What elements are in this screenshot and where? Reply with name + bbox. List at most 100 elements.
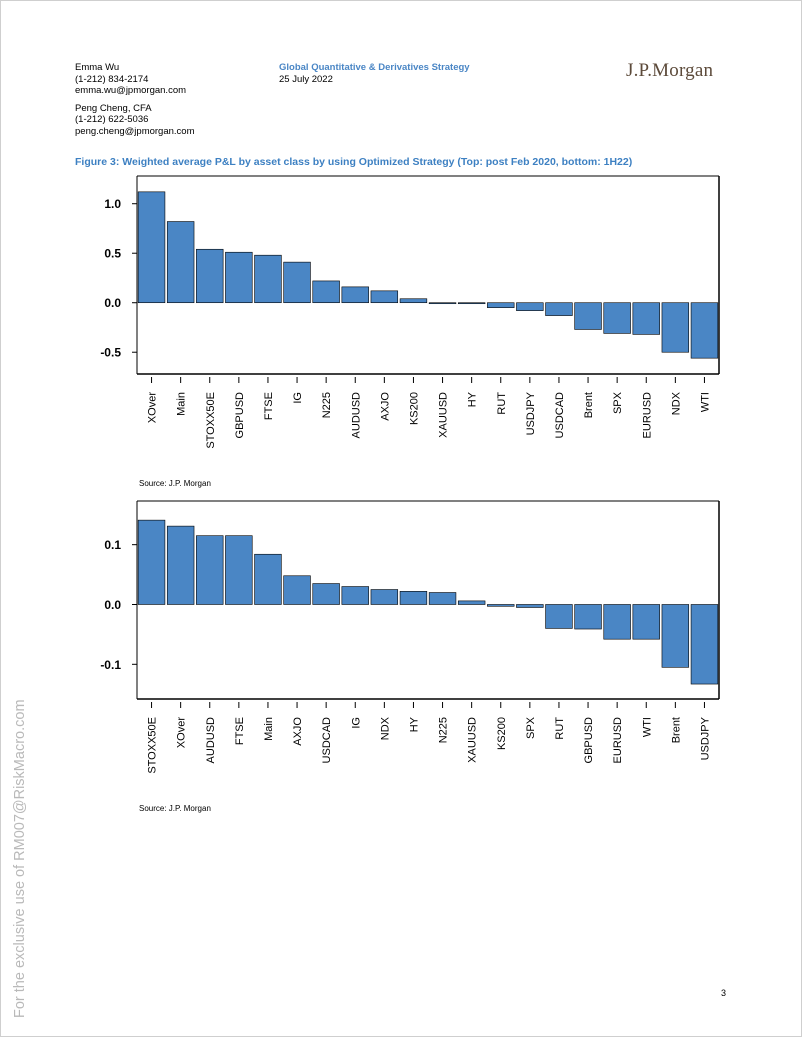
jpmorgan-logo: J.P.Morgan	[626, 60, 714, 81]
x-tick-label-rut: RUT	[496, 392, 508, 415]
bar-ftse	[225, 535, 253, 605]
chart-top: -0.5 0.0 0.5 1.0 XOver Main STOXX50E GBPUSD FTSE…	[100, 175, 720, 449]
y-tick-label: 0.1	[104, 538, 121, 552]
bar-ftse	[254, 254, 282, 304]
chart-bottom: -0.1 0.0 0.1 STOXX50E XOver AUDUSD FTSE Main AXJ…	[100, 500, 720, 774]
x-tick-label-stoxx50e: STOXX50E	[205, 392, 217, 449]
author-2-email[interactable]: peng.cheng@jpmorgan.com	[75, 125, 195, 137]
department: Global Quantitative & Derivatives Strate…	[279, 62, 470, 73]
author-1-name: Emma Wu	[75, 62, 120, 73]
x-tick-label-axjo: AXJO	[379, 392, 391, 421]
figure-title: Figure 3: Weighted average P&L by asset …	[75, 156, 633, 168]
x-tick-label-gbpusd: GBPUSD	[583, 717, 595, 764]
bar-audusd	[341, 286, 369, 304]
x-tick-label-n225: N225	[438, 717, 450, 743]
y-tick-label: -0.5	[100, 346, 121, 360]
bar-axjo	[370, 290, 399, 304]
x-tick-label-hy: HY	[408, 716, 420, 732]
bar-gbpusd	[574, 604, 602, 630]
bar-rut	[487, 302, 515, 308]
author-1: Emma Wu (1-212) 834-2174 emma.wu@jpmorga…	[75, 62, 195, 97]
bar-ks200	[399, 298, 428, 304]
x-tick-label-stoxx50e: STOXX50E	[147, 717, 159, 774]
bar-hy	[399, 591, 428, 605]
bar-ks200	[487, 604, 515, 607]
x-tick-label-usdjpy: USDJPY	[699, 716, 711, 760]
x-tick-label-ftse: FTSE	[263, 392, 275, 420]
bar-wti	[632, 604, 660, 640]
page-number: 3	[721, 988, 727, 998]
x-tick-label-spx: SPX	[525, 716, 537, 739]
x-tick-label-axjo: AXJO	[292, 717, 304, 746]
bar-usdcad	[312, 583, 340, 605]
author-block: Emma Wu (1-212) 834-2174 emma.wu@jpmorga…	[75, 62, 195, 143]
bar-ndx	[661, 302, 690, 353]
bar-brent	[661, 604, 690, 668]
x-tick-label-hy: HY	[467, 391, 479, 407]
x-tick-label-ndx: NDX	[379, 716, 391, 740]
bar-gbpusd	[225, 251, 253, 304]
y-tick-label: 0.0	[104, 296, 121, 310]
x-tick-label-audusd: AUDUSD	[350, 392, 362, 439]
bar-n225	[312, 280, 340, 304]
y-tick-label: -0.1	[100, 658, 121, 672]
bar-stoxx50e	[137, 519, 166, 605]
bar-eurusd	[603, 604, 631, 640]
y-tick-label: 0.5	[104, 247, 121, 261]
x-tick-label-rut: RUT	[554, 717, 566, 740]
x-tick-label-brent: Brent	[670, 717, 682, 743]
bar-ig	[341, 586, 369, 605]
author-1-email[interactable]: emma.wu@jpmorgan.com	[75, 85, 187, 96]
y-tick-label: 0.0	[104, 598, 121, 612]
bar-ig	[283, 261, 311, 304]
bar-wti	[690, 302, 719, 359]
x-tick-label-eurusd: EURUSD	[612, 717, 624, 764]
x-tick-label-audusd: AUDUSD	[205, 717, 217, 764]
bar-n225	[428, 592, 457, 605]
x-tick-label-n225: N225	[321, 392, 333, 418]
x-tick-label-usdcad: USDCAD	[554, 392, 566, 439]
x-tick-label-ig: IG	[350, 717, 362, 729]
bar-usdcad	[545, 302, 573, 316]
x-tick-label-usdcad: USDCAD	[321, 717, 333, 764]
bar-stoxx50e	[196, 248, 224, 304]
x-tick-label-xover: XOver	[147, 392, 159, 424]
author-1-phone: (1-212) 834-2174	[75, 73, 149, 85]
bar-spx	[603, 302, 631, 334]
bar-xover	[166, 525, 195, 605]
y-tick-label: 1.0	[104, 197, 121, 211]
bar-eurusd	[632, 302, 660, 335]
x-tick-label-main: Main	[263, 717, 275, 741]
x-tick-label-wti: WTI	[641, 717, 653, 737]
author-2-phone: (1-212) 622-5036	[75, 114, 149, 125]
bar-axjo	[283, 575, 311, 605]
x-tick-label-ks200: KS200	[496, 717, 508, 750]
bar-usdjpy	[516, 302, 544, 311]
bar-ndx	[370, 589, 399, 605]
bar-audusd	[196, 535, 224, 605]
bar-brent	[574, 302, 602, 330]
x-tick-label-brent: Brent	[583, 392, 595, 418]
x-tick-label-ig: IG	[292, 392, 304, 404]
bar-spx	[516, 604, 544, 608]
bar-main	[254, 553, 282, 605]
bar-xover	[137, 191, 166, 304]
x-tick-label-main: Main	[176, 392, 188, 416]
source-bottom: Source: J.P. Morgan	[139, 804, 211, 813]
bar-xauusd	[428, 302, 457, 305]
x-tick-label-ks200: KS200	[408, 392, 420, 425]
x-tick-label-eurusd: EURUSD	[641, 392, 653, 439]
x-tick-label-gbpusd: GBPUSD	[234, 392, 246, 439]
x-tick-label-xauusd: XAUUSD	[438, 392, 450, 438]
report-date: 25 July 2022	[279, 73, 333, 85]
bar-xauusd	[457, 600, 486, 605]
x-tick-label-xauusd: XAUUSD	[467, 717, 479, 763]
x-tick-label-spx: SPX	[612, 391, 624, 414]
watermark: For the exclusive use of RM007@RiskMacro…	[12, 699, 28, 1018]
author-2: Peng Cheng, CFA (1-212) 622-5036 peng.ch…	[75, 103, 195, 138]
x-tick-label-ftse: FTSE	[234, 717, 246, 745]
x-tick-label-wti: WTI	[699, 392, 711, 412]
source-top: Source: J.P. Morgan	[139, 479, 211, 488]
bar-main	[166, 221, 195, 304]
bar-rut	[545, 604, 573, 629]
